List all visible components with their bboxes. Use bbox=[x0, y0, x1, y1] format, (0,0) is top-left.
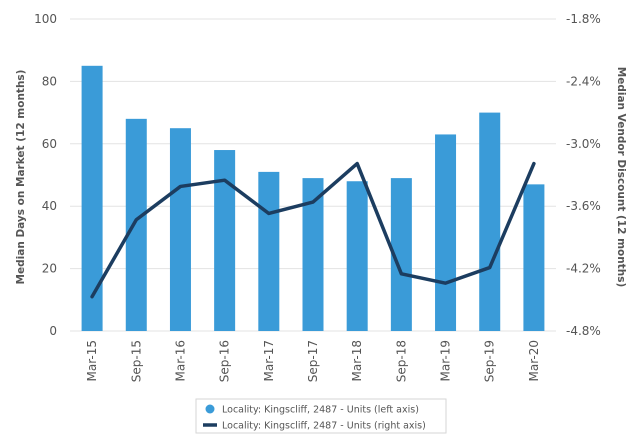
bar bbox=[390, 178, 412, 331]
bar bbox=[346, 181, 368, 331]
left-axis-ticks: 0 20 40 60 80 100 bbox=[34, 12, 57, 338]
line-series bbox=[90, 161, 536, 299]
x-tick-label: Mar-18 bbox=[350, 340, 364, 381]
bar-series bbox=[81, 65, 545, 332]
x-tick-label: Sep-16 bbox=[218, 340, 232, 382]
right-axis-title: Median Vendor Discount (12 months) bbox=[615, 67, 627, 287]
bar bbox=[479, 112, 501, 331]
line-path bbox=[90, 161, 536, 299]
right-axis-ticks: -4.8% -4.2% -3.6% -3.0% -2.4% -1.8% bbox=[566, 12, 601, 338]
bar bbox=[125, 118, 147, 331]
x-tick-label: Sep-19 bbox=[483, 340, 497, 382]
right-tick-label: -4.8% bbox=[566, 324, 601, 338]
legend-bar-label: Locality: Kingscliff, 2487 - Units (left… bbox=[222, 405, 419, 416]
right-tick-label: -4.2% bbox=[566, 262, 601, 276]
x-tick-label: Sep-15 bbox=[129, 340, 143, 382]
left-tick-label: 100 bbox=[34, 12, 57, 26]
left-axis-title: Median Days on Market (12 months) bbox=[15, 70, 27, 285]
bar bbox=[214, 150, 236, 331]
left-tick-label: 40 bbox=[42, 199, 57, 213]
left-tick-label: 80 bbox=[42, 74, 57, 88]
x-tick-label: Sep-18 bbox=[394, 340, 408, 382]
bar bbox=[81, 65, 103, 332]
legend-bar-swatch bbox=[205, 404, 215, 414]
left-tick-label: 0 bbox=[49, 324, 57, 338]
right-tick-label: -2.4% bbox=[566, 74, 601, 88]
bar bbox=[169, 128, 191, 331]
bar bbox=[258, 171, 280, 331]
left-tick-label: 60 bbox=[42, 137, 57, 151]
x-tick-label: Mar-17 bbox=[262, 340, 276, 381]
bar bbox=[435, 134, 457, 331]
x-tick-label: Mar-16 bbox=[173, 340, 187, 381]
x-tick-label: Mar-19 bbox=[439, 340, 453, 381]
right-tick-label: -3.0% bbox=[566, 137, 601, 151]
x-axis-ticks: Mar-15 Sep-15 Mar-16 Sep-16 Mar-17 Sep-17 Mar-… bbox=[85, 340, 541, 382]
right-tick-label: -3.6% bbox=[566, 199, 601, 213]
right-tick-label: -1.8% bbox=[566, 12, 601, 26]
bar bbox=[523, 184, 545, 331]
x-tick-label: Mar-15 bbox=[85, 340, 99, 381]
legend-box bbox=[195, 398, 447, 434]
legend-line-label: Locality: Kingscliff, 2487 - Units (righ… bbox=[222, 421, 426, 432]
left-tick-label: 20 bbox=[42, 262, 57, 276]
x-tick-label: Mar-20 bbox=[527, 340, 541, 381]
bar bbox=[302, 178, 324, 331]
x-tick-label: Sep-17 bbox=[306, 340, 320, 382]
